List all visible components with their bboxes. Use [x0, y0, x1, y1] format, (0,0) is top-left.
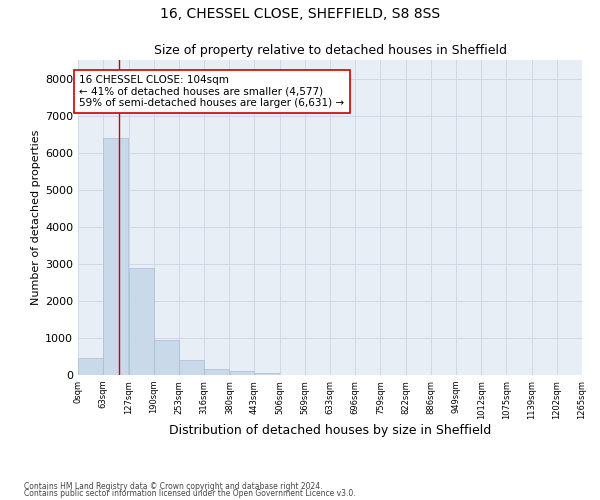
Bar	[103, 138, 128, 375]
Bar	[254, 373, 280, 375]
Y-axis label: Number of detached properties: Number of detached properties	[31, 130, 41, 305]
Bar	[129, 268, 154, 375]
Bar	[204, 370, 229, 375]
Text: Contains public sector information licensed under the Open Government Licence v3: Contains public sector information licen…	[24, 489, 356, 498]
Text: 16 CHESSEL CLOSE: 104sqm
← 41% of detached houses are smaller (4,577)
59% of sem: 16 CHESSEL CLOSE: 104sqm ← 41% of detach…	[79, 75, 344, 108]
Title: Size of property relative to detached houses in Sheffield: Size of property relative to detached ho…	[154, 44, 506, 58]
Text: Contains HM Land Registry data © Crown copyright and database right 2024.: Contains HM Land Registry data © Crown c…	[24, 482, 323, 491]
X-axis label: Distribution of detached houses by size in Sheffield: Distribution of detached houses by size …	[169, 424, 491, 438]
Text: 16, CHESSEL CLOSE, SHEFFIELD, S8 8SS: 16, CHESSEL CLOSE, SHEFFIELD, S8 8SS	[160, 8, 440, 22]
Bar	[179, 360, 204, 375]
Bar	[230, 372, 254, 375]
Bar	[154, 340, 179, 375]
Bar	[78, 358, 103, 375]
